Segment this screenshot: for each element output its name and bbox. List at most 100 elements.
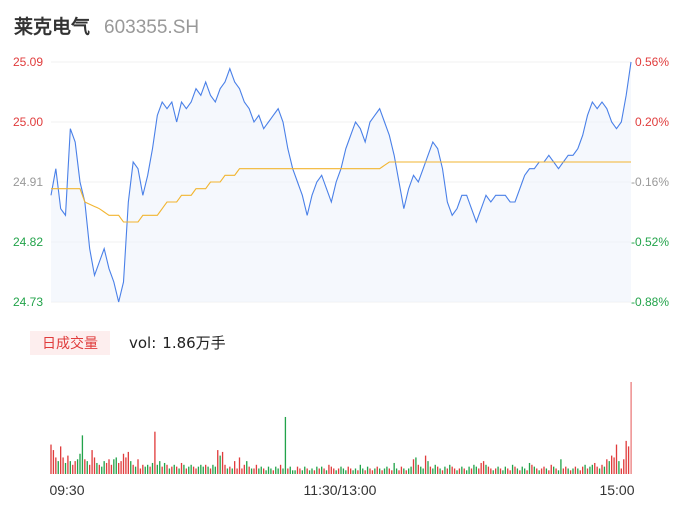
volume-bar bbox=[420, 466, 422, 474]
volume-readout: vol: 1.86万手 bbox=[129, 331, 226, 355]
volume-bar bbox=[296, 466, 299, 474]
volume-bar bbox=[376, 466, 378, 474]
volume-bar bbox=[221, 451, 224, 474]
volume-bar bbox=[304, 466, 306, 474]
volume-bar bbox=[277, 468, 279, 474]
volume-bar bbox=[490, 468, 492, 474]
volume-bar bbox=[250, 468, 253, 474]
volume-bar bbox=[253, 468, 255, 474]
volume-bar bbox=[403, 468, 405, 474]
volume-bar bbox=[461, 466, 463, 474]
volume-bar bbox=[93, 457, 96, 474]
volume-bar bbox=[89, 464, 91, 474]
volume-bar bbox=[432, 468, 434, 474]
volume-bar bbox=[98, 464, 100, 474]
x-tick-label: 09:30 bbox=[49, 482, 84, 498]
volume-bar bbox=[458, 468, 461, 474]
volume-bar bbox=[613, 457, 615, 474]
volume-bar bbox=[226, 468, 229, 474]
volume-bar bbox=[577, 468, 579, 474]
volume-bar bbox=[470, 468, 473, 474]
volume-bar bbox=[586, 468, 589, 474]
volume-bar bbox=[113, 459, 115, 474]
volume-bar bbox=[475, 466, 477, 474]
volume-bar bbox=[130, 461, 132, 474]
stock-code: 603355.SH bbox=[104, 17, 200, 38]
volume-bar bbox=[248, 466, 250, 474]
volume-bar bbox=[190, 464, 192, 474]
y-tick-label-left: 25.00 bbox=[13, 115, 43, 129]
volume-bar bbox=[560, 459, 562, 474]
volume-bar bbox=[417, 464, 419, 474]
volume-bar bbox=[591, 464, 593, 474]
volume-bar bbox=[335, 470, 337, 474]
volume-bar bbox=[383, 468, 386, 474]
volume-bar bbox=[533, 466, 535, 474]
volume-bar bbox=[159, 461, 161, 474]
volume-bar bbox=[287, 468, 289, 474]
volume-bar bbox=[183, 464, 185, 474]
volume-bar bbox=[144, 466, 146, 474]
volume-bar bbox=[139, 468, 142, 474]
y-tick-label-left: 25.09 bbox=[13, 55, 43, 69]
volume-bar bbox=[545, 468, 548, 474]
volume-bar bbox=[371, 470, 374, 474]
volume-bar bbox=[321, 466, 323, 474]
volume-bar bbox=[424, 455, 427, 474]
volume-bar bbox=[492, 470, 494, 474]
y-tick-label-right: 0.20% bbox=[635, 115, 669, 129]
volume-bar bbox=[557, 470, 560, 474]
volume-bar bbox=[451, 466, 453, 474]
volume-bar bbox=[480, 462, 482, 474]
x-tick-label: 15:00 bbox=[599, 482, 634, 498]
y-axis-left: 25.09 25.00 24.91 24.82 24.73 bbox=[13, 55, 43, 309]
volume-bar bbox=[444, 466, 446, 474]
volume-bar bbox=[548, 470, 550, 474]
volume-bar bbox=[260, 466, 262, 474]
volume-bar bbox=[608, 461, 610, 474]
volume-bar bbox=[284, 416, 287, 474]
volume-bar bbox=[516, 468, 519, 474]
volume-tab[interactable]: 日成交量 bbox=[30, 331, 110, 355]
volume-bar bbox=[589, 466, 591, 474]
volume-bar bbox=[91, 450, 93, 474]
volume-bar bbox=[364, 470, 366, 474]
volume-bar bbox=[270, 468, 272, 474]
volume-bar bbox=[166, 464, 168, 474]
y-tick-label-right: -0.52% bbox=[631, 235, 669, 249]
volume-bar bbox=[154, 431, 156, 474]
volume-bar bbox=[536, 468, 538, 474]
volume-bar bbox=[482, 461, 485, 474]
volume-bar bbox=[163, 462, 166, 474]
volume-bars bbox=[50, 382, 632, 474]
volume-bar bbox=[275, 466, 277, 474]
volume-bar bbox=[328, 464, 330, 474]
volume-readout-value: 1.86万手 bbox=[162, 334, 226, 352]
volume-bar bbox=[137, 459, 139, 474]
volume-bar bbox=[272, 470, 274, 474]
volume-bar bbox=[337, 468, 340, 474]
volume-bar bbox=[214, 466, 216, 474]
volume-bar bbox=[234, 461, 236, 474]
volume-bar bbox=[64, 462, 67, 474]
volume-bar bbox=[168, 468, 171, 474]
volume-bar bbox=[579, 470, 581, 474]
volume-bar bbox=[132, 464, 134, 474]
volume-bar bbox=[582, 466, 584, 474]
volume-bar bbox=[362, 468, 364, 474]
volume-bar bbox=[584, 464, 586, 474]
volume-bar bbox=[528, 462, 531, 474]
volume-bar bbox=[72, 464, 74, 474]
volume-bar bbox=[219, 455, 221, 474]
volume-bar bbox=[115, 457, 117, 474]
volume-bar bbox=[76, 459, 79, 474]
volume-bar bbox=[620, 468, 622, 474]
volume-bar bbox=[101, 466, 103, 474]
volume-bar bbox=[601, 464, 603, 474]
volume-bar bbox=[62, 457, 64, 474]
volume-bar bbox=[531, 464, 533, 474]
volume-bar bbox=[195, 468, 197, 474]
volume-bar bbox=[410, 466, 412, 474]
volume-bar bbox=[540, 468, 543, 474]
volume-bar bbox=[200, 464, 202, 474]
